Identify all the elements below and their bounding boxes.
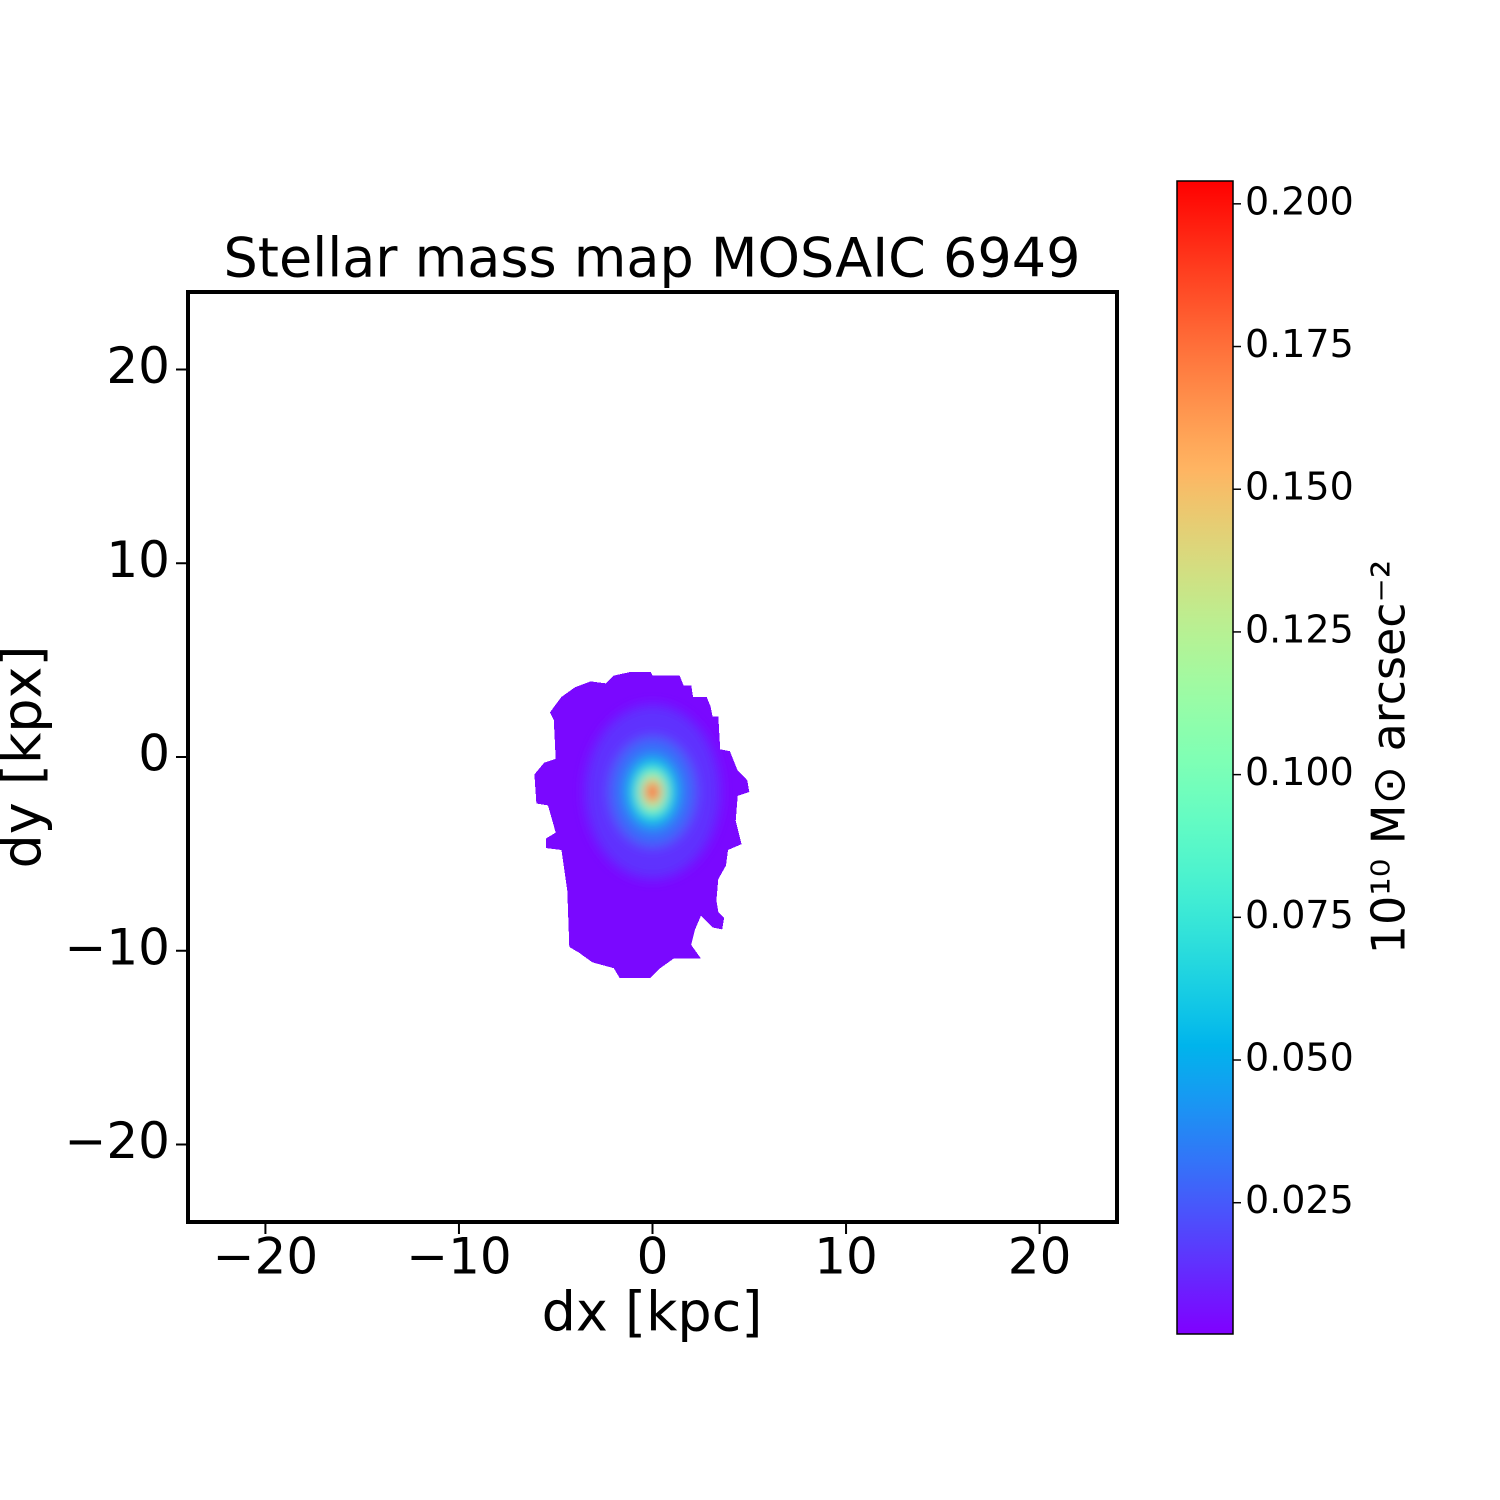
colorbar-label: 10¹⁰ M⊙ arcsec⁻²: [1362, 560, 1416, 955]
colorbar-tick-label: 0.050: [1245, 1036, 1354, 1080]
density-level: [646, 783, 659, 801]
y-tick-label: −20: [64, 1112, 170, 1170]
x-tick-label: 0: [637, 1228, 669, 1286]
y-tick-label: −10: [64, 918, 170, 976]
colorbar-tick-label: 0.150: [1245, 465, 1354, 509]
colorbar-tick-label: 0.025: [1245, 1178, 1354, 1222]
colorbar-tick-label: 0.100: [1245, 750, 1354, 794]
core-group: [584, 704, 721, 880]
colorbar-tick-label: 0.075: [1245, 893, 1354, 937]
y-tick-label: 0: [138, 725, 170, 783]
colorbar-tick-label: 0.175: [1245, 322, 1354, 366]
x-tick-label: 20: [1008, 1228, 1072, 1286]
y-tick-label: 20: [106, 337, 170, 395]
x-tick-label: 10: [814, 1228, 878, 1286]
colorbar-tick-label: 0.125: [1245, 607, 1354, 651]
y-tick-label: 10: [106, 531, 170, 589]
chart-title: Stellar mass map MOSAIC 6949: [224, 227, 1081, 290]
colorbar-tick-label: 0.200: [1245, 179, 1354, 223]
core-blur: [584, 704, 721, 880]
x-tick-label: −10: [406, 1228, 512, 1286]
colorbar: [1176, 180, 1234, 1335]
plot-area: [534, 671, 750, 978]
x-tick-label: −20: [213, 1228, 319, 1286]
x-axis-label: dx [kpc]: [542, 1281, 763, 1344]
y-axis-label: dy [kpx]: [0, 645, 54, 868]
